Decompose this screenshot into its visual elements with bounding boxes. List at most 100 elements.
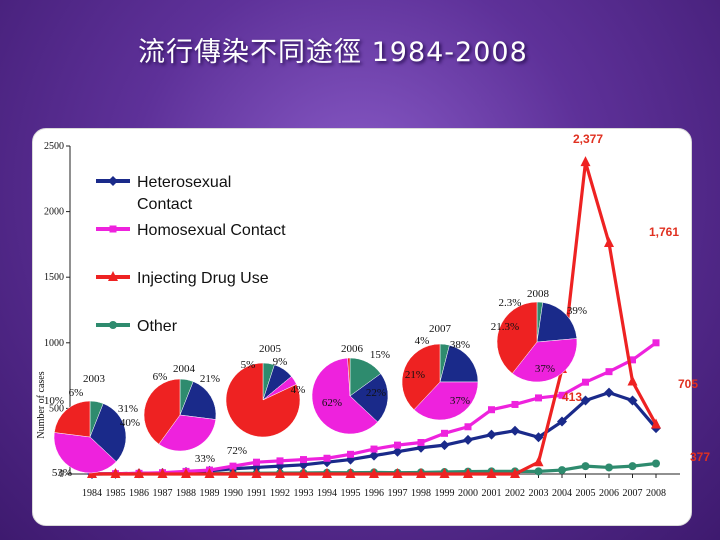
series-point [488, 406, 495, 414]
series-point [228, 468, 238, 478]
series-point [439, 468, 450, 478]
pie-percent-label: 31% [118, 403, 138, 415]
x-tick-label: 2003 [529, 488, 549, 499]
pie-slice [349, 373, 389, 423]
series-point [134, 468, 144, 478]
pie-percent-label: 5% [241, 359, 256, 371]
series-point [276, 457, 284, 465]
pie-year-label: 2004 [173, 363, 196, 375]
pie-percent-label: 72% [227, 445, 247, 457]
series-point [417, 439, 425, 447]
pie-percent-label: 21% [200, 373, 220, 385]
series-point [347, 450, 354, 458]
pie-chart: 2006 15% 22% 62% [311, 343, 390, 435]
legend-marker [109, 225, 117, 233]
pie-slice [53, 432, 117, 474]
series-point [463, 468, 473, 478]
pie-slice [311, 357, 379, 435]
pie-percent-label: 37% [535, 363, 555, 375]
pie-percent-label: 6% [153, 371, 168, 383]
data-annotation: 377 [690, 450, 710, 464]
pie-year-label: 2003 [83, 373, 106, 385]
x-tick-label: 1997 [388, 488, 408, 499]
y-tick-label: 0 [59, 469, 64, 480]
pie-slice [143, 378, 181, 445]
pie-percent-label: 53% [52, 467, 72, 479]
pie-percent-label: 21.3% [491, 321, 519, 333]
series-point [204, 468, 215, 478]
series-point [275, 468, 285, 478]
y-tick-label: 500 [49, 403, 64, 414]
series-point [370, 445, 378, 453]
series-point [652, 459, 660, 468]
x-tick-label: 1991 [247, 488, 267, 499]
series-point [439, 440, 450, 451]
series-point [510, 425, 520, 436]
pie-slice [439, 344, 479, 383]
pie-year-label: 2007 [429, 323, 452, 335]
series-point [323, 454, 331, 462]
data-annotation: 705 [678, 377, 698, 391]
x-tick-label: 2007 [623, 488, 643, 499]
series-point [322, 468, 332, 478]
x-tick-label: 1990 [223, 488, 243, 499]
x-tick-label: 2001 [482, 488, 502, 499]
series-point [157, 468, 168, 478]
series-point [533, 432, 544, 443]
y-tick-label: 2500 [44, 141, 64, 152]
pie-slice [413, 381, 479, 421]
x-tick-label: 1987 [153, 488, 173, 499]
y-tick-label: 2000 [44, 207, 64, 218]
series-point [229, 462, 237, 470]
data-annotation: 413 [562, 390, 582, 404]
pie-percent-label: 4% [291, 384, 306, 396]
series-point [463, 434, 473, 445]
x-tick-label: 1994 [317, 488, 337, 499]
x-tick-label: 1998 [411, 488, 431, 499]
series-point [535, 394, 542, 402]
series-point [181, 468, 191, 478]
series-point [511, 400, 519, 408]
series-point [300, 456, 307, 464]
pie-percent-label: 15% [370, 349, 390, 361]
series-point [604, 236, 614, 247]
series-point [251, 468, 262, 478]
pie-percent-label: 39% [567, 305, 587, 317]
series-point [534, 467, 543, 476]
series-point [605, 368, 613, 376]
pie-slice [225, 362, 301, 438]
x-tick-label: 2008 [646, 488, 666, 499]
series-point [580, 156, 591, 167]
x-tick-label: 1993 [294, 488, 314, 499]
series-point [369, 468, 379, 478]
legend-marker [108, 271, 118, 281]
x-tick-label: 2006 [599, 488, 619, 499]
pie-chart: 2008 2.3% 21.3% 37% 39% [491, 288, 587, 383]
pie-percent-label: 62% [322, 397, 342, 409]
legend-marker [108, 176, 118, 186]
x-tick-label: 1992 [270, 488, 290, 499]
series-point [345, 468, 356, 478]
series-point [629, 356, 636, 364]
legend-label: Contact [137, 196, 193, 213]
series-point [652, 339, 660, 347]
series-point [510, 468, 520, 478]
series-point [557, 416, 567, 427]
pie-percent-label: 2.3% [499, 297, 522, 309]
pie-percent-label: 4% [415, 335, 430, 347]
series-point [651, 418, 661, 429]
x-tick-label: 1984 [82, 488, 102, 499]
pie-year-label: 2008 [527, 288, 550, 300]
y-axis-label: Number of cases [36, 371, 47, 438]
pie-percent-label: 22% [366, 387, 386, 399]
y-tick-label: 1000 [44, 338, 64, 349]
x-tick-label: 1995 [341, 488, 361, 499]
x-tick-label: 2000 [458, 488, 478, 499]
legend-marker [109, 321, 117, 329]
series-point [605, 463, 613, 472]
data-annotation: 2,377 [573, 132, 603, 146]
series-point [580, 395, 591, 406]
series-point [533, 456, 544, 467]
